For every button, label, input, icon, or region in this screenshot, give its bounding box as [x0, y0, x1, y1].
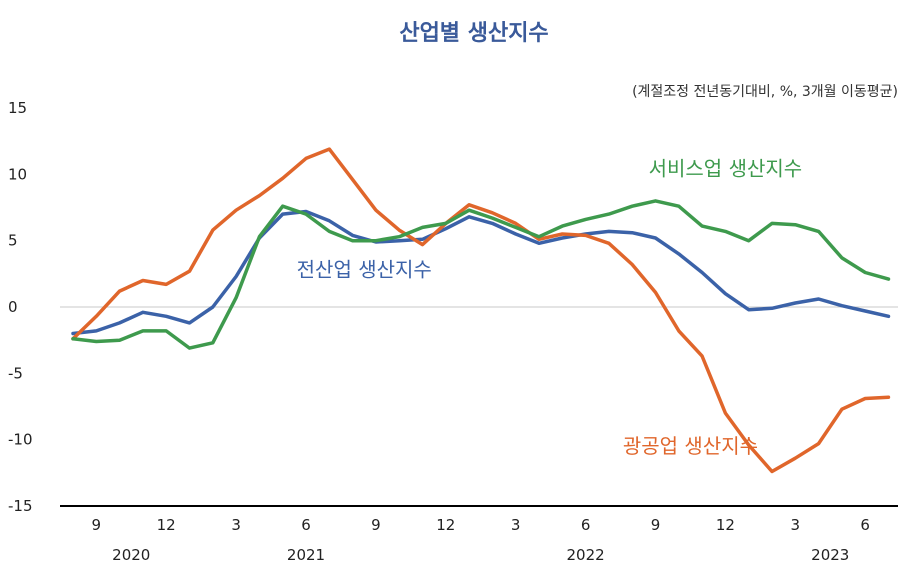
x-tick-label: 3	[791, 516, 801, 534]
x-tick-label: 12	[716, 516, 735, 534]
series-line-0	[71, 209, 891, 336]
y-tick-label: -10	[8, 431, 33, 449]
x-tick-label: 6	[860, 516, 870, 534]
series-lines	[71, 147, 891, 474]
y-tick-label: 5	[8, 232, 18, 250]
chart-title: 산업별 생산지수	[399, 21, 548, 46]
x-tick-label: 6	[301, 516, 311, 534]
year-label: 2023	[811, 546, 849, 564]
series-label-0: 전산업 생산지수	[297, 257, 432, 281]
y-tick-label: -15	[8, 497, 33, 515]
x-tick-label: 6	[581, 516, 591, 534]
x-axis: 9 12 3 6 9 12 3 6 9 12 3 6 2020 2021 2022 2023	[92, 516, 870, 564]
series-line-1	[71, 147, 891, 474]
chart-subtitle: (계절조정 전년동기대비, %, 3개월 이동평균)	[632, 84, 898, 100]
x-tick-label: 9	[92, 516, 102, 534]
y-tick-label: 0	[8, 298, 18, 316]
series-label-1: 광공업 생산지수	[623, 434, 758, 458]
series-line-2	[71, 199, 891, 350]
x-tick-label: 12	[157, 516, 176, 534]
year-label: 2020	[112, 546, 150, 564]
x-tick-label: 9	[371, 516, 381, 534]
year-label: 2022	[567, 546, 605, 564]
y-tick-label: -5	[8, 364, 23, 382]
x-tick-label: 12	[436, 516, 455, 534]
x-tick-label: 3	[511, 516, 521, 534]
x-tick-label: 3	[231, 516, 241, 534]
x-tick-label: 9	[651, 516, 661, 534]
series-label-2: 서비스업 생산지수	[649, 157, 803, 181]
year-label: 2021	[287, 546, 325, 564]
y-tick-label: 10	[8, 165, 27, 183]
y-axis: 15 10 5 0 -5 -10 -15	[8, 99, 33, 515]
y-tick-label: 15	[8, 99, 27, 117]
